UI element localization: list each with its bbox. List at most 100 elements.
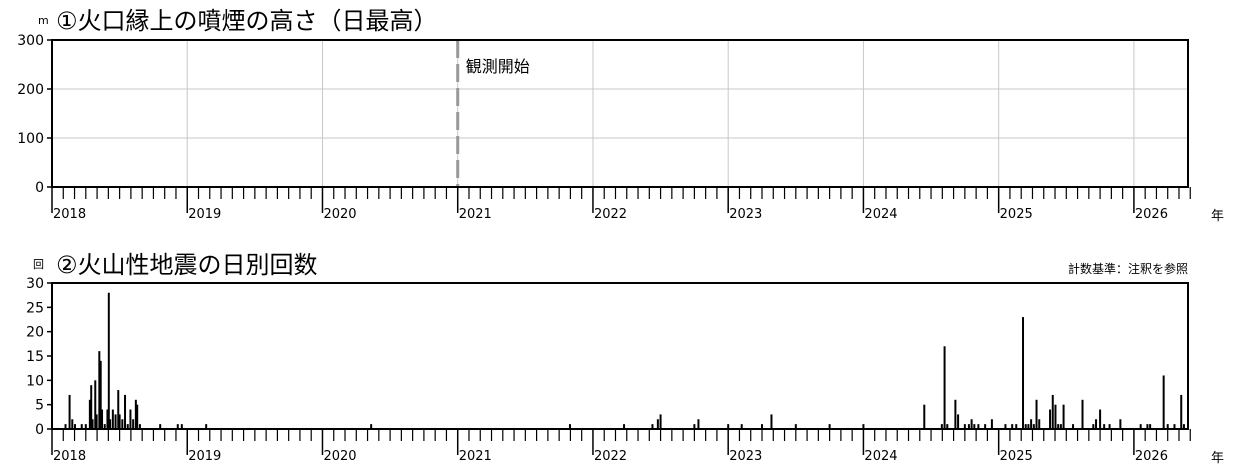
panel1-annotation: 観測開始	[456, 40, 530, 187]
earthquake-bar	[98, 351, 101, 429]
earthquake-bar	[84, 424, 87, 429]
earthquake-bar	[1057, 424, 1060, 429]
earthquake-bar	[946, 424, 949, 429]
earthquake-bar	[95, 414, 98, 429]
earthquake-bar	[963, 424, 966, 429]
earthquake-bar	[126, 424, 129, 429]
earthquake-bar	[111, 409, 114, 429]
earthquake-bar	[1173, 424, 1176, 429]
y-tick-label: 0	[35, 422, 44, 438]
earthquake-bar	[977, 424, 980, 429]
earthquake-bar	[114, 414, 117, 429]
earthquake-bar	[761, 424, 763, 429]
earthquake-bar	[970, 419, 973, 429]
earthquake-bar	[99, 360, 102, 429]
earthquake-bar	[129, 409, 132, 429]
earthquake-bar	[136, 404, 139, 429]
earthquake-bar	[1030, 419, 1033, 429]
x-tick-label: 2026	[1135, 449, 1168, 464]
earthquake-bar	[132, 419, 135, 429]
earthquake-bar	[1081, 399, 1084, 429]
earthquake-bar	[1022, 317, 1025, 429]
earthquake-bar	[794, 424, 797, 429]
earthquake-bar	[90, 385, 93, 429]
panel2-title: ②火山性地震の日別回数	[56, 251, 318, 279]
y-tick-label: 0	[35, 180, 44, 196]
y-tick-label: 200	[17, 82, 44, 98]
x-tick-label: 2025	[1000, 449, 1033, 464]
earthquake-bar	[1024, 424, 1027, 429]
earthquake-bar	[134, 399, 137, 429]
earthquake-bar	[973, 424, 976, 429]
earthquake-bar	[1027, 424, 1030, 429]
y-tick-label: 100	[17, 131, 44, 147]
earthquake-bar	[71, 419, 74, 429]
earthquake-bar	[176, 424, 179, 429]
earthquake-bar	[923, 404, 926, 429]
earthquake-bar	[770, 414, 773, 429]
y-tick-label: 25	[26, 300, 44, 316]
earthquake-bar	[1032, 424, 1035, 429]
earthquake-bar	[1051, 394, 1054, 429]
x-tick-label: 2021	[459, 449, 492, 464]
earthquake-bar	[1099, 409, 1102, 429]
earthquake-bar	[1095, 419, 1098, 429]
earthquake-bar	[64, 424, 67, 429]
earthquake-bar	[1092, 424, 1095, 429]
observation-start-label: 観測開始	[466, 57, 530, 76]
earthquake-bar	[656, 419, 659, 429]
panel2-x-axis: 2018 2019 2020 2021 2022 2023 2024 2025 2026	[51, 429, 1191, 464]
earthquake-bar	[1119, 419, 1122, 429]
earthquake-bar	[103, 424, 106, 429]
earthquake-bar	[117, 390, 120, 429]
earthquake-bar	[828, 424, 831, 429]
earthquake-bar	[1146, 424, 1149, 429]
earthquake-bar	[940, 424, 943, 429]
earthquake-bar	[862, 424, 865, 429]
panel1-x-unit: 年	[1211, 209, 1224, 224]
x-tick-label: 2024	[864, 207, 897, 222]
earthquake-bar	[88, 399, 91, 429]
earthquake-bar	[94, 380, 97, 429]
earthquake-bar	[80, 424, 83, 429]
x-tick-label: 2019	[188, 449, 221, 464]
earthquake-bar	[1004, 424, 1007, 429]
earthquake-bar	[68, 394, 71, 429]
earthquake-bar	[180, 424, 183, 429]
earthquake-bar	[205, 424, 208, 429]
y-tick-label: 5	[35, 398, 44, 414]
y-tick-label: 30	[26, 276, 44, 292]
panel1-unit: m	[38, 14, 49, 27]
earthquake-bar	[1182, 424, 1185, 429]
earthquake-bar	[659, 414, 662, 429]
earthquake-bar	[101, 409, 104, 429]
earthquake-bar	[1038, 419, 1041, 429]
earthquake-bar	[106, 409, 109, 429]
earthquake-bar	[1103, 424, 1106, 429]
earthquake-bar	[954, 399, 957, 429]
panel1-x-axis: 2018 2019 2020 2021 2022 2023 2024 2025 2026	[51, 187, 1191, 222]
panel2-y-axis: 0 5 10 15 20 25 30	[26, 276, 52, 438]
earthquake-bar	[623, 424, 626, 429]
earthquake-bar	[1015, 424, 1018, 429]
earthquake-bar	[568, 424, 571, 429]
panel1-plot-frame	[51, 39, 1189, 188]
x-tick-label: 2025	[1000, 207, 1033, 222]
earthquake-bar	[1062, 404, 1065, 429]
x-tick-label: 2019	[188, 207, 221, 222]
earthquake-bar	[1059, 424, 1062, 429]
x-tick-label: 2020	[323, 449, 356, 464]
earthquake-bar	[73, 424, 76, 429]
earthquake-bar	[91, 419, 94, 429]
earthquake-bar	[1049, 409, 1052, 429]
earthquake-bar	[651, 424, 654, 429]
panel2-x-unit: 年	[1211, 451, 1224, 466]
x-tick-label: 2023	[729, 449, 762, 464]
earthquake-bar	[967, 424, 970, 429]
earthquake-bar	[1139, 424, 1142, 429]
earthquake-bar	[138, 424, 141, 429]
x-tick-label: 2018	[53, 449, 86, 464]
x-tick-label: 2022	[594, 449, 627, 464]
earthquake-bar	[727, 424, 730, 429]
